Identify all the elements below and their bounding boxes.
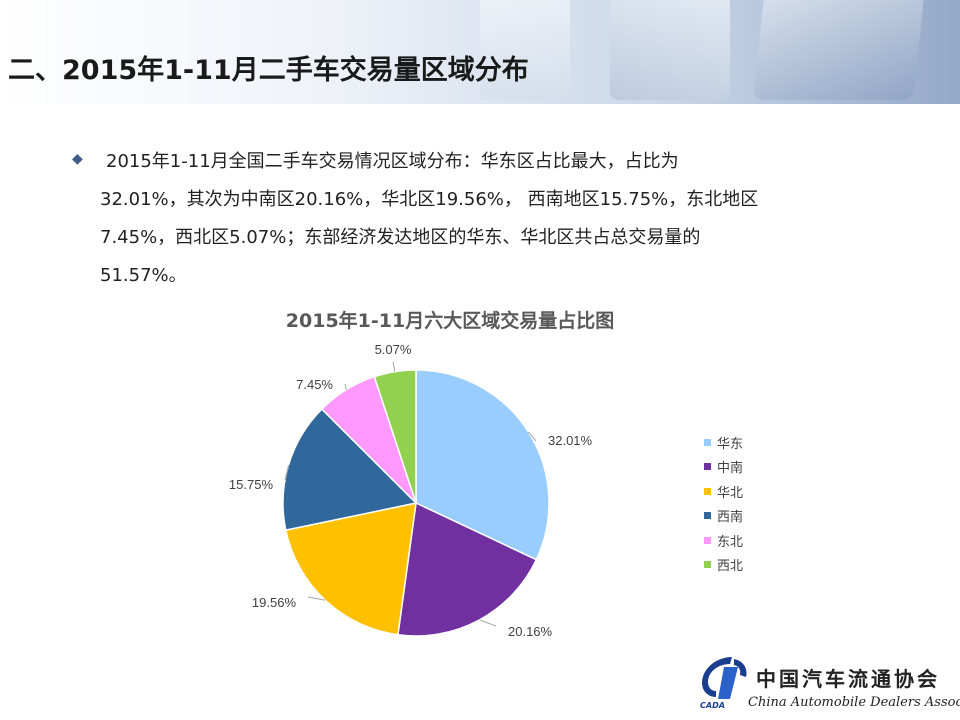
leader-line-2 <box>307 596 326 601</box>
data-label-1: 20.16% <box>508 624 553 639</box>
legend-item-1: 中南 <box>704 455 743 480</box>
slide-header-banner <box>0 0 960 104</box>
slide-title: 二、2015年1-11月二手车交易量区域分布 <box>8 55 529 86</box>
summary-paragraph: 2015年1-11月全国二手车交易情况区域分布：华东区占比最大，占比为 32.0… <box>100 143 880 295</box>
paragraph-line: 2015年1-11月全国二手车交易情况区域分布：华东区占比最大，占比为 <box>106 151 679 172</box>
logo-abbreviation: CADA <box>700 701 725 710</box>
leader-line-3 <box>284 464 290 481</box>
leader-line-1 <box>479 619 497 627</box>
data-label-2: 19.56% <box>252 595 297 610</box>
legend-swatch-1 <box>704 463 711 471</box>
legend-label-1: 中南 <box>717 461 744 477</box>
legend-item-2: 华北 <box>704 479 743 504</box>
legend-label-3: 西南 <box>717 510 744 526</box>
logo-chinese-name: 中国汽车流通协会 <box>756 667 940 691</box>
leader-line-4 <box>344 383 347 390</box>
pie-slice-1 <box>397 501 538 637</box>
legend-label-4: 东北 <box>717 534 744 550</box>
legend-item-4: 东北 <box>704 528 743 553</box>
legend-swatch-4 <box>704 536 711 544</box>
data-label-0: 32.01% <box>548 433 593 448</box>
pie-slice-5 <box>373 369 417 504</box>
data-label-3: 15.75% <box>229 477 274 492</box>
chart-title: 2015年1-11月六大区域交易量占比图 <box>285 310 615 332</box>
legend-item-5: 西北 <box>704 553 743 578</box>
pie-slice-3 <box>282 408 418 532</box>
logo-english-name: China Automobile Dealers Association <box>748 695 960 710</box>
legend-item-3: 西南 <box>704 504 743 529</box>
diamond-bullet-icon: ◆ <box>72 151 83 167</box>
legend-item-0: 华东 <box>704 430 743 455</box>
data-label-5: 5.07% <box>375 342 412 357</box>
legend-swatch-3 <box>704 512 711 520</box>
legend-swatch-0 <box>704 438 711 446</box>
legend-swatch-5 <box>704 561 711 569</box>
header-decoration <box>480 0 570 100</box>
legend-label-5: 西北 <box>717 559 744 575</box>
data-label-4: 7.45% <box>296 377 333 392</box>
header-decoration <box>610 0 730 100</box>
chart-legend: 华东中南华北西南东北西北 <box>704 430 743 577</box>
pie-slice-0 <box>415 369 550 561</box>
legend-label-0: 华东 <box>717 436 744 452</box>
cada-logo-icon <box>702 657 747 699</box>
leader-line-5 <box>392 361 396 372</box>
paragraph-line: 32.01%，其次为中南区20.16%，华北区19.56%， 西南地区15.75… <box>100 189 759 210</box>
paragraph-line: 51.57%。 <box>100 265 187 286</box>
legend-label-2: 华北 <box>717 485 744 501</box>
legend-swatch-2 <box>704 487 711 495</box>
paragraph-line: 7.45%，西北区5.07%；东部经济发达地区的华东、华北区共占总交易量的 <box>100 227 701 248</box>
leader-line-0 <box>527 431 537 442</box>
cada-logo: CADA 中国汽车流通协会 China Automobile Dealers A… <box>694 653 960 715</box>
